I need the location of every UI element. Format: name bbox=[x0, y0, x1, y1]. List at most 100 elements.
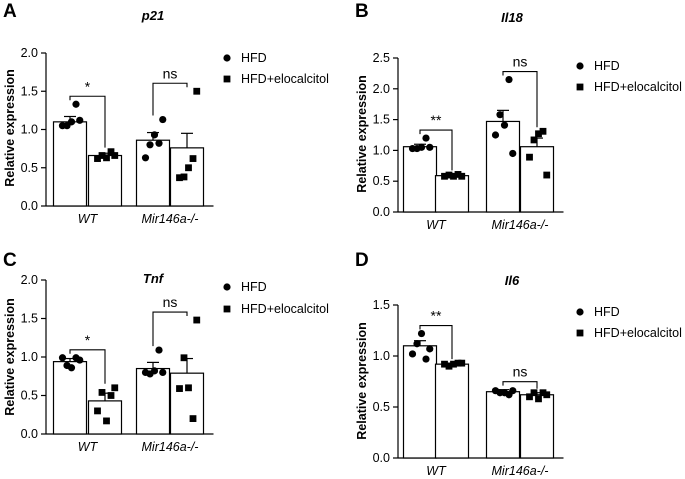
y-tick-label: 1.5 bbox=[21, 312, 38, 326]
legend-marker-square bbox=[223, 75, 231, 83]
bar-hfd-elocalcitol bbox=[519, 146, 555, 213]
data-point-square bbox=[193, 87, 201, 95]
significance-bracket bbox=[69, 349, 106, 384]
data-point-square bbox=[535, 395, 542, 403]
significance-bracket bbox=[152, 82, 188, 116]
legend-marker-square bbox=[576, 329, 584, 337]
data-point-circle bbox=[422, 134, 430, 142]
x-category-label: WT bbox=[426, 464, 447, 478]
x-category-label: Mir146a-/- bbox=[142, 440, 199, 454]
data-point-circle bbox=[417, 143, 426, 151]
y-tick-label: 0.5 bbox=[373, 400, 390, 414]
bar-hfd-elocalcitol bbox=[434, 175, 470, 213]
significance-bracket bbox=[69, 95, 106, 148]
data-point-circle bbox=[155, 346, 163, 354]
bar-hfd bbox=[485, 391, 521, 459]
data-point-circle bbox=[159, 368, 167, 376]
y-axis-label: Relative expression bbox=[355, 322, 369, 439]
legend-label: HFD bbox=[241, 280, 267, 294]
significance-bracket bbox=[419, 129, 453, 171]
data-point-circle bbox=[496, 111, 504, 119]
data-point-circle bbox=[150, 367, 159, 375]
data-point-circle bbox=[72, 100, 80, 108]
data-point-circle bbox=[422, 355, 430, 363]
data-point-square bbox=[441, 360, 448, 368]
y-tick-label: 0.5 bbox=[21, 161, 38, 175]
data-point-square bbox=[185, 164, 192, 172]
legend-label: HFD bbox=[241, 51, 267, 65]
legend-marker-circle bbox=[576, 308, 584, 316]
data-point-square bbox=[535, 130, 542, 138]
legend-marker-circle bbox=[223, 54, 231, 62]
data-point-circle bbox=[408, 350, 417, 358]
data-point-square bbox=[530, 136, 538, 144]
data-point-square bbox=[445, 362, 453, 370]
data-point-square bbox=[445, 171, 453, 179]
panel-d: D Il6 Relative expression 0.0 0.5 1.0 1.5 WT ** M… bbox=[355, 250, 682, 478]
significance-bracket bbox=[152, 311, 188, 347]
data-point-square bbox=[185, 384, 192, 392]
data-point-square bbox=[458, 359, 466, 367]
data-point-circle bbox=[509, 149, 517, 158]
significance-label: ** bbox=[431, 112, 442, 128]
bar-hfd bbox=[52, 361, 88, 435]
y-tick-label: 2.0 bbox=[21, 273, 38, 287]
data-point-square bbox=[107, 392, 115, 399]
data-point-square bbox=[526, 393, 533, 401]
y-tick-label: 0.0 bbox=[373, 205, 390, 219]
panel-letter: A bbox=[3, 1, 17, 22]
x-category-label: WT bbox=[426, 218, 447, 232]
data-point-square bbox=[189, 415, 197, 422]
data-point-circle bbox=[150, 131, 159, 139]
data-point-square bbox=[543, 391, 551, 399]
data-point-square bbox=[450, 360, 457, 368]
y-tick-label: 1.0 bbox=[373, 349, 390, 363]
data-point-square bbox=[180, 354, 188, 362]
data-point-circle bbox=[426, 345, 434, 353]
data-point-square bbox=[543, 171, 551, 179]
legend-label: HFD+elocalcitol bbox=[241, 302, 329, 316]
panel-letter: D bbox=[355, 250, 369, 271]
data-point-square bbox=[454, 359, 462, 367]
data-point-circle bbox=[509, 387, 517, 395]
data-point-circle bbox=[155, 139, 163, 147]
data-point-square bbox=[539, 127, 547, 135]
significance-label: ns bbox=[163, 294, 178, 310]
data-point-square bbox=[103, 154, 110, 162]
bar-hfd-elocalcitol bbox=[519, 394, 555, 459]
significance-label: * bbox=[85, 332, 91, 348]
data-point-square bbox=[176, 385, 183, 392]
y-tick-label: 0.0 bbox=[21, 427, 38, 441]
data-point-circle bbox=[417, 329, 426, 338]
data-point-circle bbox=[505, 75, 513, 84]
y-tick-label: 2.0 bbox=[373, 82, 390, 96]
x-category-label: Mir146a-/- bbox=[492, 218, 549, 232]
y-axis-label: Relative expression bbox=[355, 75, 369, 192]
data-point-square bbox=[189, 155, 197, 162]
legend-marker-circle bbox=[223, 283, 231, 291]
y-tick-label: 1.0 bbox=[21, 123, 38, 137]
data-point-square bbox=[98, 389, 106, 396]
y-tick-label: 1.0 bbox=[373, 143, 390, 157]
data-point-circle bbox=[146, 141, 154, 149]
data-point-square bbox=[458, 172, 466, 180]
legend-label: HFD+elocalcitol bbox=[241, 72, 329, 86]
y-tick-label: 1.5 bbox=[373, 298, 390, 312]
legend-marker-square bbox=[223, 305, 231, 313]
legend-label: HFD+elocalcitol bbox=[594, 80, 682, 94]
y-tick-label: 1.5 bbox=[373, 113, 390, 127]
data-point-square bbox=[111, 384, 119, 392]
data-point-square bbox=[107, 148, 115, 156]
bar-hfd bbox=[402, 345, 438, 459]
data-point-square bbox=[530, 389, 538, 397]
x-category-label: Mir146a-/- bbox=[142, 212, 199, 226]
bar-hfd-elocalcitol bbox=[434, 363, 470, 459]
significance-label: ** bbox=[431, 308, 442, 324]
bar-hfd-elocalcitol bbox=[87, 154, 123, 207]
data-point-square bbox=[98, 152, 106, 159]
bar-hfd bbox=[402, 146, 438, 213]
x-category-label: WT bbox=[78, 440, 99, 454]
y-tick-label: 0.5 bbox=[373, 174, 390, 188]
